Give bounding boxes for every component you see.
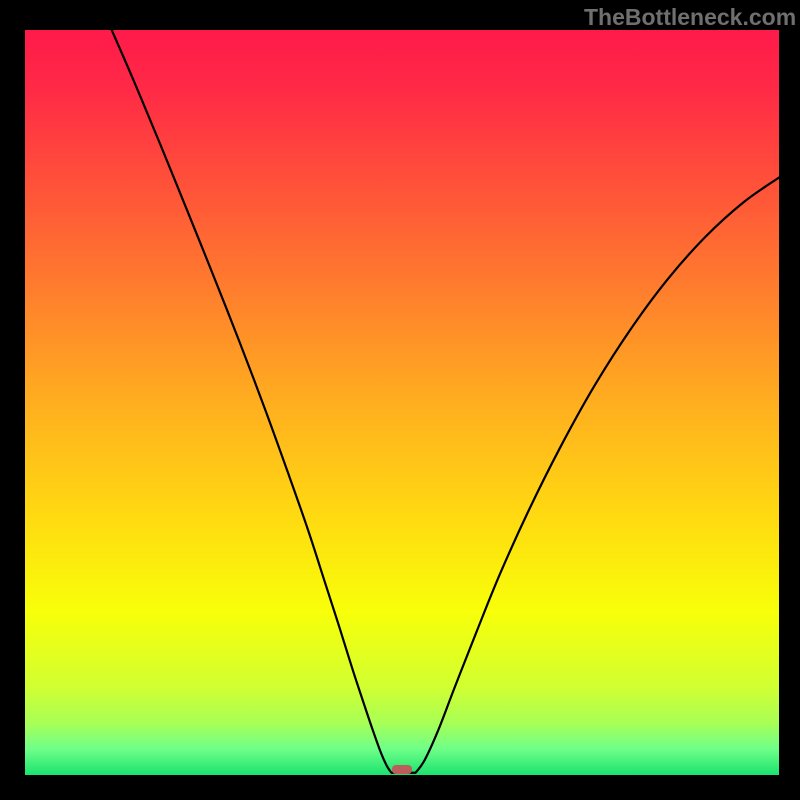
- bottleneck-curve: [25, 30, 779, 775]
- chart-frame: [25, 30, 779, 775]
- minimum-marker: [392, 765, 412, 774]
- plot-area: [25, 30, 779, 775]
- watermark-text: TheBottleneck.com: [584, 4, 796, 31]
